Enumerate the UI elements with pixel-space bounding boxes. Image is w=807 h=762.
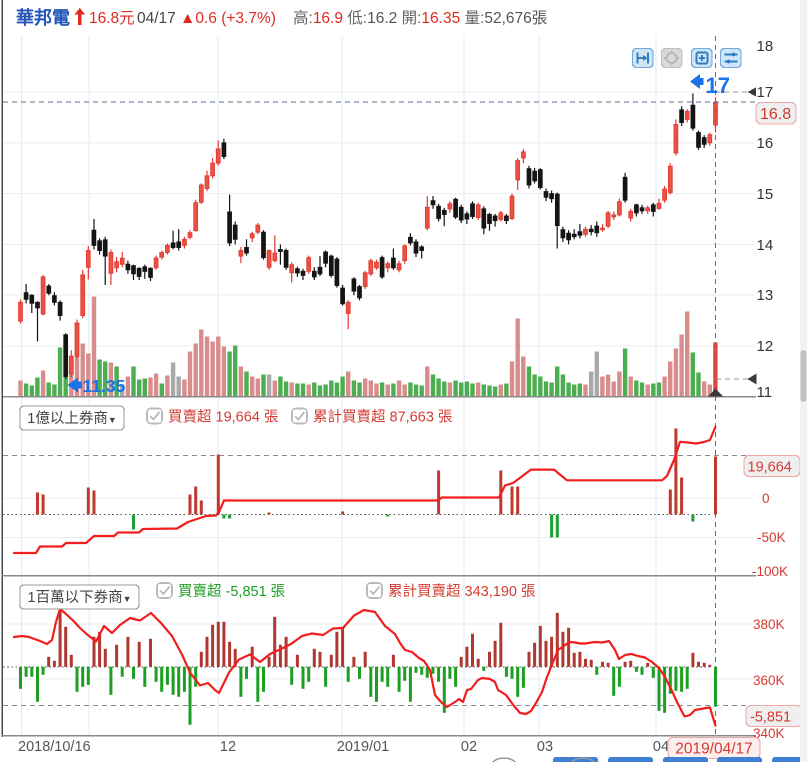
svg-text:16: 16 (757, 135, 774, 152)
svg-text:12: 12 (220, 739, 236, 755)
svg-text:累計買賣超 87,663 張: 累計買賣超 87,663 張 (313, 409, 453, 426)
svg-text:-5,851: -5,851 (750, 710, 791, 726)
svg-text:18: 18 (757, 38, 774, 55)
svg-text:2018/10/16: 2018/10/16 (18, 739, 91, 755)
svg-text:2019/04/17: 2019/04/17 (675, 741, 753, 758)
svg-text:-100K: -100K (752, 564, 788, 579)
svg-text:買賣超 -5,851 張: 買賣超 -5,851 張 (178, 583, 286, 600)
svg-text:▲0.6 (+3.7%): ▲0.6 (+3.7%) (180, 10, 276, 27)
svg-text:04/17: 04/17 (137, 10, 176, 27)
svg-text:12: 12 (757, 338, 774, 355)
svg-text:02: 02 (461, 739, 477, 755)
svg-text:13: 13 (757, 287, 774, 304)
svg-text:19,664: 19,664 (748, 460, 792, 476)
svg-text:380K: 380K (753, 617, 785, 632)
svg-text:0: 0 (762, 491, 770, 506)
svg-text:2019/01: 2019/01 (337, 739, 389, 755)
svg-text:11.35: 11.35 (83, 376, 126, 396)
svg-text:340K: 340K (753, 726, 785, 741)
svg-text:買賣超 19,664 張: 買賣超 19,664 張 (168, 409, 279, 426)
svg-text:15: 15 (757, 186, 774, 203)
svg-text:17: 17 (706, 73, 730, 98)
svg-text:1億以上券商▼: 1億以上券商▼ (27, 410, 117, 427)
svg-text:16.8: 16.8 (760, 106, 791, 123)
svg-text:14: 14 (757, 237, 774, 254)
svg-text:高:16.9 低:16.2 開:16.35 量:52,676: 高:16.9 低:16.2 開:16.35 量:52,676張 (293, 9, 547, 27)
svg-text:累計買賣超 343,190 張: 累計買賣超 343,190 張 (388, 583, 536, 600)
svg-text:04: 04 (653, 739, 669, 755)
svg-text:華邦電: 華邦電 (16, 7, 70, 28)
svg-text:360K: 360K (753, 673, 785, 688)
svg-text:03: 03 (537, 739, 553, 755)
svg-text:16.8元: 16.8元 (89, 10, 135, 27)
svg-text:17: 17 (757, 84, 774, 101)
svg-text:-50K: -50K (757, 530, 786, 545)
svg-text:1百萬以下券商▼: 1百萬以下券商▼ (28, 589, 132, 606)
svg-text:11: 11 (757, 384, 773, 401)
